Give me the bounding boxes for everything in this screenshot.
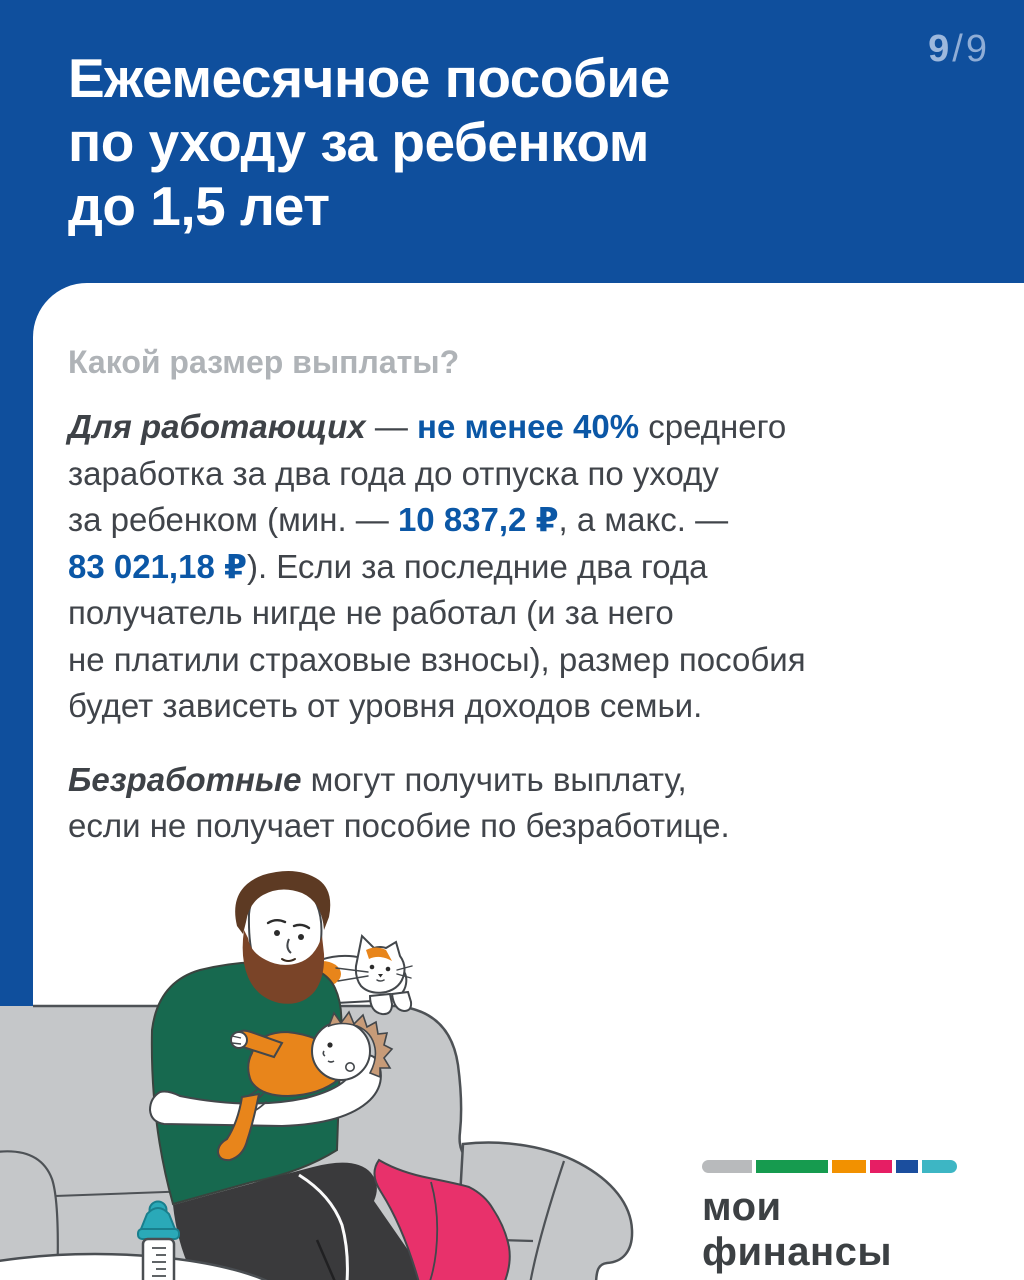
text-run: будет зависеть от уровня доходов семьи. xyxy=(68,687,703,724)
text-lead: Для работающих xyxy=(68,408,366,445)
page-total: 9 xyxy=(965,28,988,70)
page-indicator: 9/9 xyxy=(928,28,988,71)
text-run: заработка за два года до отпуска по уход… xyxy=(68,454,719,492)
title-line: Ежемесячное пособие xyxy=(68,47,670,109)
brand-bar-segment xyxy=(832,1160,866,1173)
text-run: среднего xyxy=(639,408,787,445)
text-accent: 83 021,18 ₽ xyxy=(68,547,247,585)
baby-leg xyxy=(216,1092,261,1162)
brand-logo-bar xyxy=(702,1160,962,1173)
page-separator: / xyxy=(952,28,964,70)
cat-head-patch xyxy=(366,947,392,961)
title-line: до 1,5 лет xyxy=(68,175,330,237)
text-line: Для работающих — не менее 40% среднего xyxy=(68,404,998,451)
father xyxy=(150,871,343,1206)
baby-ear xyxy=(344,1062,355,1073)
baby xyxy=(148,1010,394,1162)
text-line: не платили страховые взносы), размер пос… xyxy=(68,637,998,684)
father-hair xyxy=(235,871,331,934)
brand-name: мои финансы xyxy=(702,1185,893,1274)
father-shirt xyxy=(150,960,343,1206)
text-run: получатель нигде не работал (и за него xyxy=(68,594,674,631)
baby-eye xyxy=(327,1042,333,1048)
body-text: Для работающих — не менее 40% среднего за… xyxy=(68,404,998,850)
cat-head xyxy=(354,933,406,994)
illustration-father-with-baby-on-couch xyxy=(0,871,634,1280)
blanket xyxy=(373,1158,511,1280)
side-table xyxy=(0,1252,268,1280)
text-run: могут получить выплату, xyxy=(301,760,687,798)
text-accent: не менее 40% xyxy=(417,408,640,445)
page-title: Ежемесячное пособие по уходу за ребенком д… xyxy=(68,46,670,238)
text-line: 83 021,18 ₽). Если за последние два года xyxy=(68,544,998,591)
text-line: будет зависеть от уровня доходов семьи. xyxy=(68,683,998,730)
text-line: Безработные могут получить выплату, xyxy=(68,757,998,804)
father-beard xyxy=(242,930,325,1004)
text-line: за ребенком (мин. — 10 837,2 ₽, а макс. … xyxy=(68,497,998,544)
text-run: не платили страховые взносы), размер пос… xyxy=(68,640,806,678)
text-line: если не получает пособие по безработице. xyxy=(68,803,998,850)
baby-head xyxy=(311,1021,371,1081)
text-run: если не получает пособие по безработице. xyxy=(68,807,730,844)
title-line: по уходу за ребенком xyxy=(68,111,649,173)
text-run: за ребенком (мин. — xyxy=(68,501,398,538)
father-eye xyxy=(298,934,304,940)
paragraph: Для работающих — не менее 40% среднего за… xyxy=(68,404,998,730)
brand-logo: мои финансы xyxy=(702,1160,962,1275)
cat-front-leg xyxy=(390,990,413,1013)
text-lead: Безработные xyxy=(68,760,302,798)
text-line: получатель нигде не работал (и за него xyxy=(68,590,998,637)
section-heading: Какой размер выплаты? xyxy=(68,344,460,380)
pants xyxy=(173,1162,429,1280)
brand-bar-segment xyxy=(702,1160,752,1173)
page-current: 9 xyxy=(928,28,951,70)
father-eye xyxy=(274,930,280,936)
text-run: ). Если за последние два года xyxy=(246,547,708,585)
text-line: заработка за два года до отпуска по уход… xyxy=(68,451,998,498)
brand-bar-segment xyxy=(756,1160,828,1173)
brand-bar-segment xyxy=(922,1160,957,1173)
cat-front-leg xyxy=(368,992,394,1016)
baby-bottle xyxy=(137,1200,180,1280)
paragraph: Безработные могут получить выплату, если … xyxy=(68,757,998,850)
father-arm xyxy=(148,1054,382,1128)
text-run: — xyxy=(365,408,418,445)
text-run: , а макс. — xyxy=(558,501,729,538)
brand-bar-segment xyxy=(896,1160,918,1173)
brand-bar-segment xyxy=(870,1160,892,1173)
baby-hand xyxy=(230,1031,248,1049)
baby-hair xyxy=(327,1010,394,1079)
text-accent: 10 837,2 ₽ xyxy=(397,501,559,538)
